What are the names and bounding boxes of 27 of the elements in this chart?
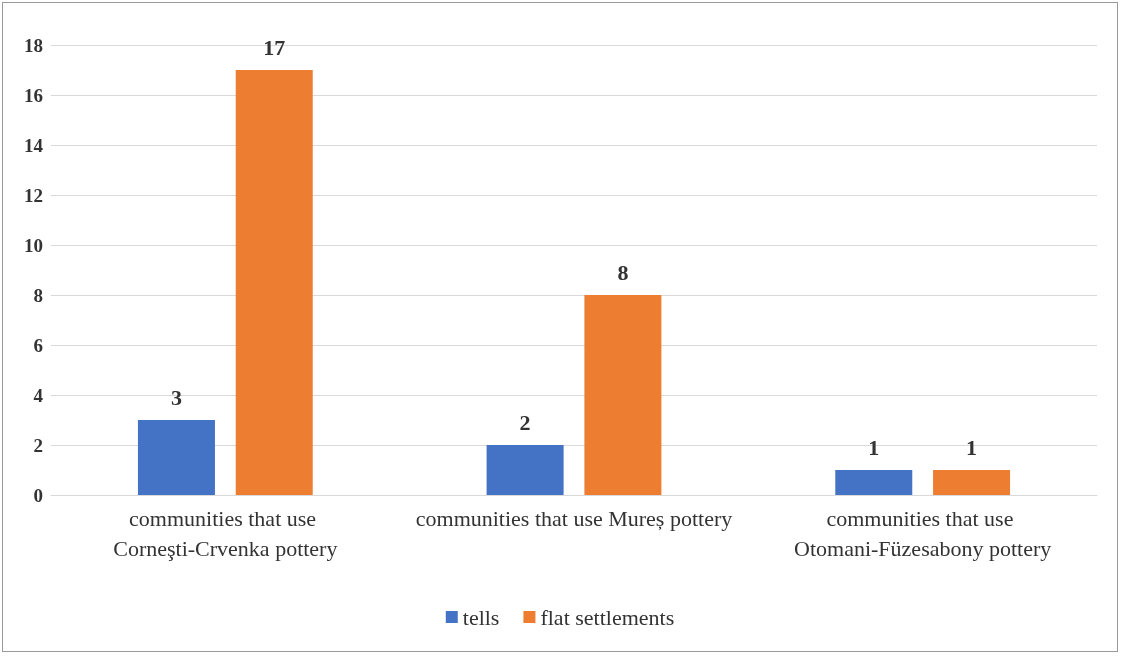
data-label: 1	[868, 434, 880, 460]
y-tick-label: 18	[24, 34, 43, 56]
bar	[137, 420, 215, 495]
bar	[933, 470, 1011, 495]
x-tick-label: communities that use Corneşti-Crvenka pottery	[113, 505, 338, 561]
bar	[486, 445, 564, 495]
data-label: 8	[617, 259, 629, 285]
y-tick-label: 6	[33, 334, 43, 356]
bar	[584, 295, 662, 495]
data-label: 3	[170, 384, 182, 410]
data-label: 1	[966, 434, 978, 460]
y-tick-label: 2	[33, 434, 43, 456]
data-label: 17	[263, 34, 286, 60]
x-tick-label: communities that use Mureș pottery	[415, 505, 733, 531]
y-tick-label: 0	[33, 484, 43, 506]
y-tick-label: 14	[24, 134, 44, 156]
y-tick-label: 10	[24, 234, 43, 256]
bar	[835, 470, 913, 495]
y-tick-label: 16	[24, 84, 43, 106]
y-tick-label: 4	[33, 384, 44, 406]
data-label: 2	[519, 409, 531, 435]
bar	[235, 70, 313, 495]
y-tick-label: 8	[33, 284, 43, 306]
legend-label: tells	[462, 604, 500, 630]
x-tick-label: communities that use Otomani-Füzesabony pottery	[794, 505, 1052, 561]
y-tick-label: 12	[24, 184, 43, 206]
legend-label: flat settlements	[540, 604, 675, 630]
